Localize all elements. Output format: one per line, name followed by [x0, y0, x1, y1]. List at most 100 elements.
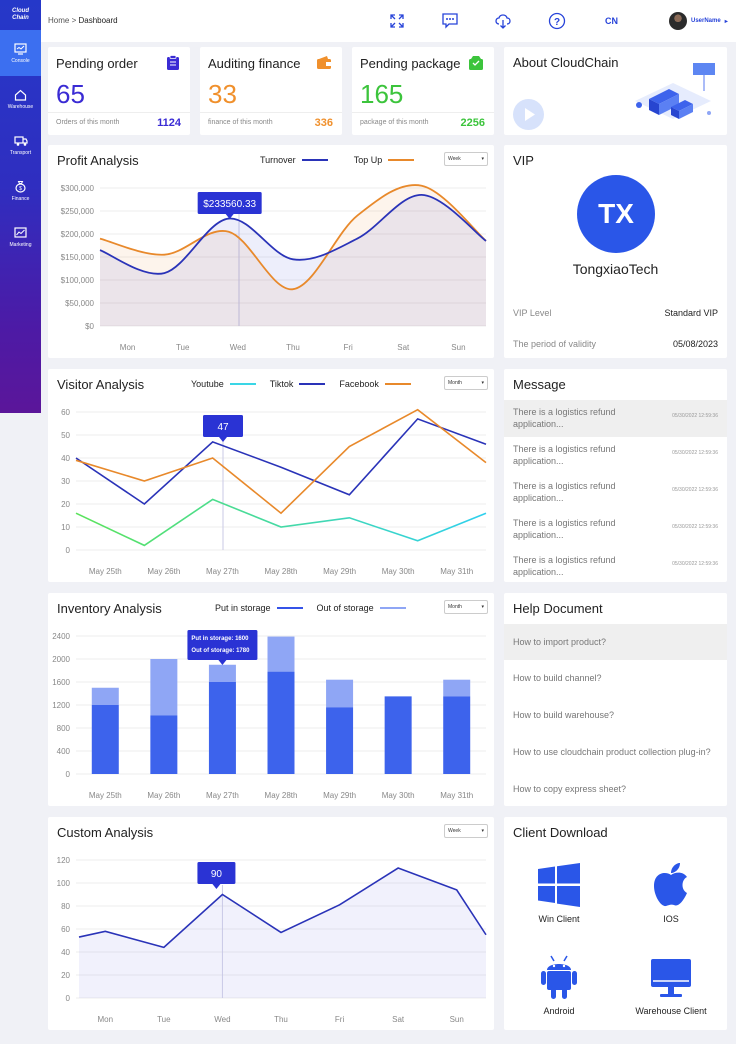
topbar: Home > Dashboard ? CN UserName ▸ [41, 0, 736, 42]
x-tick-label: Mon [98, 1015, 114, 1024]
sidebar-item-console[interactable]: Console [0, 30, 41, 76]
warehouse-illustration [635, 63, 715, 119]
y-tick-label: 1200 [52, 701, 70, 710]
legend-label: Turnover [260, 155, 296, 165]
message-item[interactable]: There is a logistics refund application.… [504, 400, 727, 437]
download-android[interactable]: Android [509, 952, 609, 1016]
stat-card-pending-order[interactable]: Pending order 65 Orders of this month 11… [48, 47, 190, 135]
bar-out-of-storage [326, 679, 354, 708]
message-date: 05/30/2022 12:59:36 [672, 450, 718, 456]
apple-icon [654, 863, 687, 907]
bar-put-in-storage [208, 682, 236, 774]
message-item[interactable]: There is a logistics refund application.… [504, 548, 727, 585]
stat-value: 33 [208, 79, 237, 109]
sidebar-item-transport[interactable]: Transport [0, 122, 41, 168]
stat-value: 165 [360, 79, 404, 109]
legend-swatch [301, 159, 328, 161]
x-tick-label: May 25th [89, 567, 122, 576]
help-item[interactable]: How to copy express sheet? [513, 784, 627, 794]
x-tick-label: Wed [230, 343, 246, 352]
download-ios[interactable]: IOS [621, 860, 721, 924]
period-select[interactable]: Month ▾ [444, 600, 488, 614]
sidebar-item-marketing[interactable]: Marketing [0, 214, 41, 260]
x-tick-label: May 26th [147, 567, 180, 576]
x-tick-label: May 28th [265, 567, 298, 576]
stat-card-pending-package[interactable]: Pending package 165 package of this mont… [352, 47, 494, 135]
download-warehouse-client[interactable]: Warehouse Client [621, 952, 721, 1016]
bar-out-of-storage [208, 664, 236, 682]
sidebar-item-label: Transport [9, 149, 32, 156]
y-tick-label: 10 [61, 523, 70, 532]
x-tick-label: May 30th [382, 567, 415, 576]
caret-down-icon: ▾ [481, 604, 484, 610]
select-value: Month [448, 380, 462, 386]
stat-title: Pending order [56, 56, 138, 71]
bar-out-of-storage [267, 636, 295, 672]
card-title: Profit Analysis [57, 153, 139, 168]
download-win-client[interactable]: Win Client [509, 860, 609, 924]
x-tick-label: Thu [274, 1015, 288, 1024]
x-tick-label: May 31th [440, 791, 473, 800]
logo[interactable]: Cloud Chain [0, 0, 41, 30]
message-text: There is a logistics refund application.… [513, 407, 616, 429]
tooltip-box [197, 192, 262, 214]
stat-subtitle: package of this month [360, 119, 429, 126]
play-icon[interactable] [513, 99, 544, 130]
svg-text:$: $ [19, 186, 22, 192]
y-tick-label: $50,000 [65, 299, 94, 308]
sidebar-item-warehouse[interactable]: Warehouse [0, 76, 41, 122]
message-item[interactable]: There is a logistics refund application.… [504, 437, 727, 474]
help-item[interactable]: How to build warehouse? [513, 710, 615, 720]
x-tick-label: May 28th [265, 791, 298, 800]
x-tick-label: Tue [176, 343, 190, 352]
help-document-card: Help Document How to import product? How… [504, 593, 727, 806]
help-item[interactable]: How to build channel? [513, 673, 602, 683]
x-tick-label: Mon [120, 343, 136, 352]
chart-legend: Put in storage Out of storage [215, 603, 406, 613]
chat-icon[interactable] [441, 12, 459, 30]
message-item[interactable]: There is a logistics refund application.… [504, 511, 727, 548]
language-switch[interactable]: CN [605, 16, 618, 26]
profit-chart: $0 $50,000 $100,000 $150,000 $200,000 $250,00… [61, 184, 487, 352]
help-item[interactable]: How to use cloudchain product collection… [513, 747, 711, 757]
caret-down-icon: ▾ [481, 828, 484, 834]
y-tick-label: 100 [57, 879, 71, 888]
y-tick-label: 30 [61, 477, 70, 486]
download-label: Win Client [538, 914, 580, 924]
message-item[interactable]: There is a logistics refund application.… [504, 474, 727, 511]
breadcrumb-home[interactable]: Home [48, 16, 70, 25]
tooltip-text: $233560.33 [203, 199, 256, 210]
vip-company-name: TongxiaoTech [572, 261, 659, 277]
bar-out-of-storage [443, 679, 471, 697]
user-menu[interactable]: UserName ▸ [669, 12, 728, 30]
card-title: Custom Analysis [57, 825, 154, 840]
help-item[interactable]: How to import product? [504, 624, 727, 660]
y-tick-label: 800 [57, 724, 71, 733]
legend-label: Put in storage [215, 603, 271, 613]
sidebar-item-finance[interactable]: $ Finance [0, 168, 41, 214]
period-select[interactable]: Month ▾ [444, 376, 488, 390]
sidebar-item-label: Console [11, 57, 30, 64]
vip-level-label: VIP Level [513, 308, 552, 318]
period-select[interactable]: Week ▾ [444, 824, 488, 838]
avatar [669, 12, 687, 30]
windows-icon [538, 863, 580, 907]
legend-swatch [276, 607, 303, 609]
house-icon [14, 89, 27, 101]
legend-swatch [299, 383, 326, 385]
tooltip-text: 90 [211, 869, 223, 880]
message-date: 05/30/2022 12:59:36 [672, 524, 718, 530]
cloud-download-icon[interactable] [494, 12, 512, 30]
help-icon[interactable]: ? [548, 12, 566, 30]
vip-validity-value: 05/08/2023 [672, 339, 718, 349]
series-area [79, 868, 486, 998]
sidebar-item-label: Warehouse [7, 103, 34, 110]
stat-card-auditing-finance[interactable]: Auditing finance 33 finance of this mont… [200, 47, 342, 135]
y-tick-label: 2000 [52, 655, 70, 664]
period-select[interactable]: Week ▾ [444, 152, 488, 166]
y-tick-label: $100,000 [61, 276, 95, 285]
chart-tooltip: 90 [197, 862, 236, 889]
y-tick-label: $300,000 [61, 184, 95, 193]
fullscreen-icon[interactable] [388, 12, 406, 30]
tooltip-pointer [218, 660, 227, 665]
